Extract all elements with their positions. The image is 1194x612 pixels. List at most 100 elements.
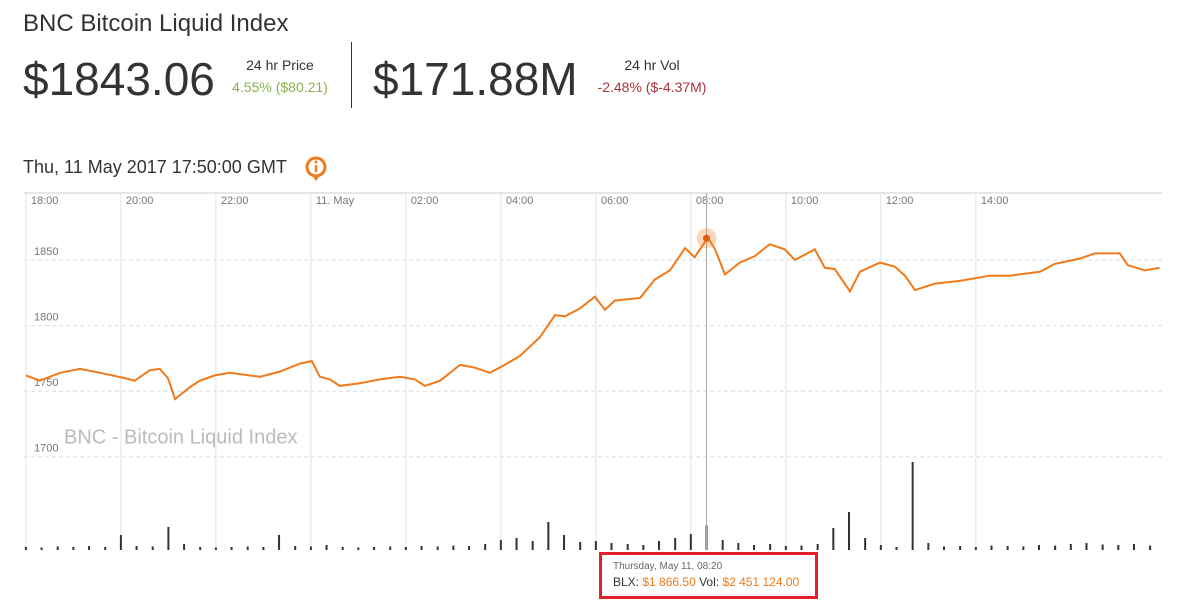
- volume-bar: [642, 545, 645, 550]
- volume-bar: [183, 544, 186, 550]
- volume-bar: [135, 546, 138, 550]
- tooltip-date: Thursday, May 11, 08:20: [613, 561, 723, 572]
- volume-bar: [357, 547, 360, 550]
- volume-bar: [1117, 545, 1120, 550]
- volume-bar: [832, 528, 835, 550]
- volume-bar: [531, 541, 534, 550]
- volume-bar: [499, 540, 502, 550]
- volume-bar: [658, 541, 661, 550]
- price-line: [25, 235, 1160, 401]
- volume-bar: [515, 538, 518, 550]
- volume-bar: [294, 546, 297, 550]
- volume-change: -2.48% ($-4.37M): [597, 79, 707, 95]
- tooltip-vol: $2 451 124.00: [722, 575, 800, 589]
- volume-bar: [1101, 544, 1104, 550]
- volume-bar: [927, 543, 930, 550]
- tooltip-values: BLX: $1 866.50 Vol: $2 451 124.00: [613, 575, 799, 589]
- x-tick-label: 08:00: [696, 195, 724, 207]
- x-tick-label: 10:00: [791, 195, 819, 207]
- volume-bar: [1069, 544, 1072, 550]
- tooltip-vol-label: Vol:: [699, 575, 720, 589]
- title: BNC Bitcoin Liquid Index: [23, 10, 289, 37]
- volume-bar: [246, 546, 249, 550]
- volume-bar: [784, 546, 787, 550]
- volume-bar: [800, 545, 803, 550]
- x-tick-label: 22:00: [221, 195, 249, 207]
- x-tick-label: 18:00: [31, 195, 59, 207]
- volume-bar: [420, 546, 423, 550]
- chart: BNC - Bitcoin Liquid Index 18:00 20:00 22:…: [24, 192, 1162, 550]
- volume-bar: [974, 547, 977, 550]
- volume: $171.88M: [373, 53, 578, 105]
- x-tick-label: 04:00: [506, 195, 534, 207]
- volume-bar: [262, 547, 265, 550]
- price-change: 4.55% ($80.21): [232, 79, 328, 95]
- tooltip: Thursday, May 11, 08:20 BLX: $1 866.50 V…: [599, 552, 818, 599]
- price-label: 24 hr Price: [246, 57, 314, 73]
- volume-bar: [436, 546, 439, 550]
- volume-bar: [689, 534, 692, 550]
- volume-bar: [610, 543, 613, 550]
- volume-bar: [40, 547, 43, 550]
- x-tick-label: 11. May: [316, 195, 355, 207]
- x-tick-label: 12:00: [886, 195, 914, 207]
- volume-bar: [88, 546, 91, 550]
- volume-bar: [278, 535, 281, 550]
- volume-bar: [325, 545, 328, 550]
- volume-bar: [214, 547, 217, 550]
- volume-bar: [547, 522, 550, 550]
- volume-bar: [373, 547, 376, 550]
- volume-label: 24 hr Vol: [624, 57, 680, 73]
- volume-bar: [1054, 545, 1057, 550]
- tooltip-price-label: BLX:: [613, 575, 640, 589]
- volume-bar: [72, 547, 75, 550]
- volume-bar: [230, 547, 233, 550]
- volume-bar: [56, 546, 59, 550]
- volume-bar: [452, 545, 455, 550]
- volume-bar: [119, 535, 122, 550]
- volume-bar: [864, 538, 867, 550]
- divider: [351, 42, 352, 108]
- tooltip-price: $1 866.50: [642, 575, 696, 589]
- volume-bar: [341, 547, 344, 550]
- volume-bar: [895, 547, 898, 550]
- timestamp: Thu, 11 May 2017 17:50:00 GMT: [23, 157, 287, 177]
- info-icon[interactable]: [303, 155, 329, 183]
- x-tick-label: 14:00: [981, 195, 1009, 207]
- volume-bar: [911, 462, 914, 550]
- volume-bar: [990, 545, 993, 550]
- volume-bar: [24, 547, 27, 550]
- price: $1843.06: [23, 53, 215, 105]
- volume-bar: [404, 547, 407, 550]
- volume-bar: [151, 546, 154, 550]
- volume-bar: [199, 547, 202, 550]
- watermark: BNC - Bitcoin Liquid Index: [64, 426, 297, 448]
- x-tick-label: 06:00: [601, 195, 629, 207]
- volume-bar: [484, 544, 487, 550]
- x-tick-label: 02:00: [411, 195, 439, 207]
- volume-bar: [959, 546, 962, 550]
- y-tick-label: 1700: [34, 443, 58, 455]
- hover-point: [703, 234, 711, 242]
- volume-bar: [309, 546, 312, 550]
- volume-bar: [594, 541, 597, 550]
- volume-bar: [104, 547, 107, 550]
- volume-bar: [1149, 545, 1152, 550]
- volume-bar: [848, 512, 851, 550]
- volume-bar: [753, 545, 756, 550]
- y-tick-label: 1800: [34, 311, 58, 323]
- volume-bar: [167, 527, 170, 550]
- volume-bar: [879, 545, 882, 550]
- volume-bar: [579, 542, 582, 550]
- volume-bar: [389, 546, 392, 550]
- y-tick-label: 1850: [34, 246, 58, 258]
- volume-bar: [816, 544, 819, 550]
- x-tick-label: 20:00: [126, 195, 154, 207]
- volume-bar: [1037, 545, 1040, 550]
- volume-bar: [563, 535, 566, 550]
- volume-bar: [721, 540, 724, 550]
- volume-bar: [769, 544, 772, 550]
- volume-bar: [1006, 546, 1009, 550]
- volume-bar: [737, 543, 740, 550]
